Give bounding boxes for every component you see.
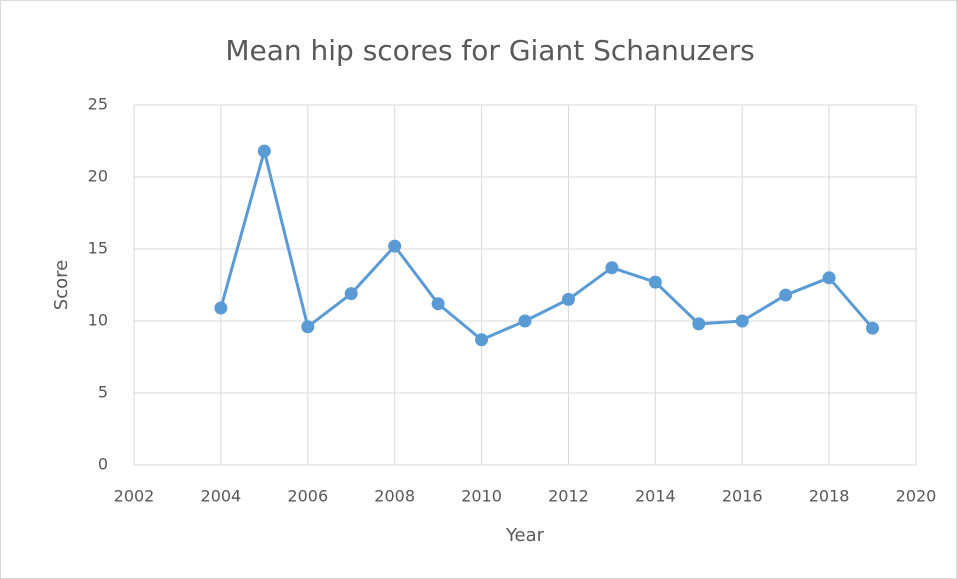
x-tick-label: 2002 <box>114 487 155 506</box>
y-tick-label: 20 <box>88 167 108 186</box>
data-point <box>518 314 532 328</box>
x-axis-label: Year <box>505 525 545 546</box>
chart-title: Mean hip scores for Giant Schanuzers <box>225 34 754 67</box>
x-tick-label: 2006 <box>287 487 328 506</box>
data-point <box>866 321 880 335</box>
data-point <box>605 261 619 275</box>
x-tick-label: 2008 <box>374 487 415 506</box>
x-tick-label: 2012 <box>548 487 589 506</box>
data-point <box>475 333 489 347</box>
x-tick-label: 2014 <box>635 487 676 506</box>
y-axis-label: Score <box>51 260 72 310</box>
y-tick-label: 25 <box>88 95 108 114</box>
data-point <box>257 144 271 158</box>
data-point <box>779 288 793 302</box>
y-tick-label: 15 <box>88 239 108 258</box>
data-line <box>219 149 874 342</box>
y-tick-label: 5 <box>98 383 108 402</box>
x-tick-label: 2016 <box>722 487 763 506</box>
data-point <box>214 301 228 315</box>
data-point <box>648 275 662 289</box>
data-point <box>388 239 402 253</box>
y-tick-label: 10 <box>88 311 108 330</box>
y-tick-label: 0 <box>98 455 108 474</box>
data-point <box>431 297 445 311</box>
data-point <box>301 320 315 334</box>
x-tick-label: 2020 <box>896 487 937 506</box>
x-tick-label: 2010 <box>461 487 502 506</box>
data-point <box>735 314 749 328</box>
x-tick-label: 2004 <box>201 487 242 506</box>
data-point <box>344 287 358 301</box>
data-point <box>561 292 575 306</box>
data-point <box>822 271 836 285</box>
data-point <box>692 317 706 331</box>
x-tick-label: 2018 <box>809 487 850 506</box>
